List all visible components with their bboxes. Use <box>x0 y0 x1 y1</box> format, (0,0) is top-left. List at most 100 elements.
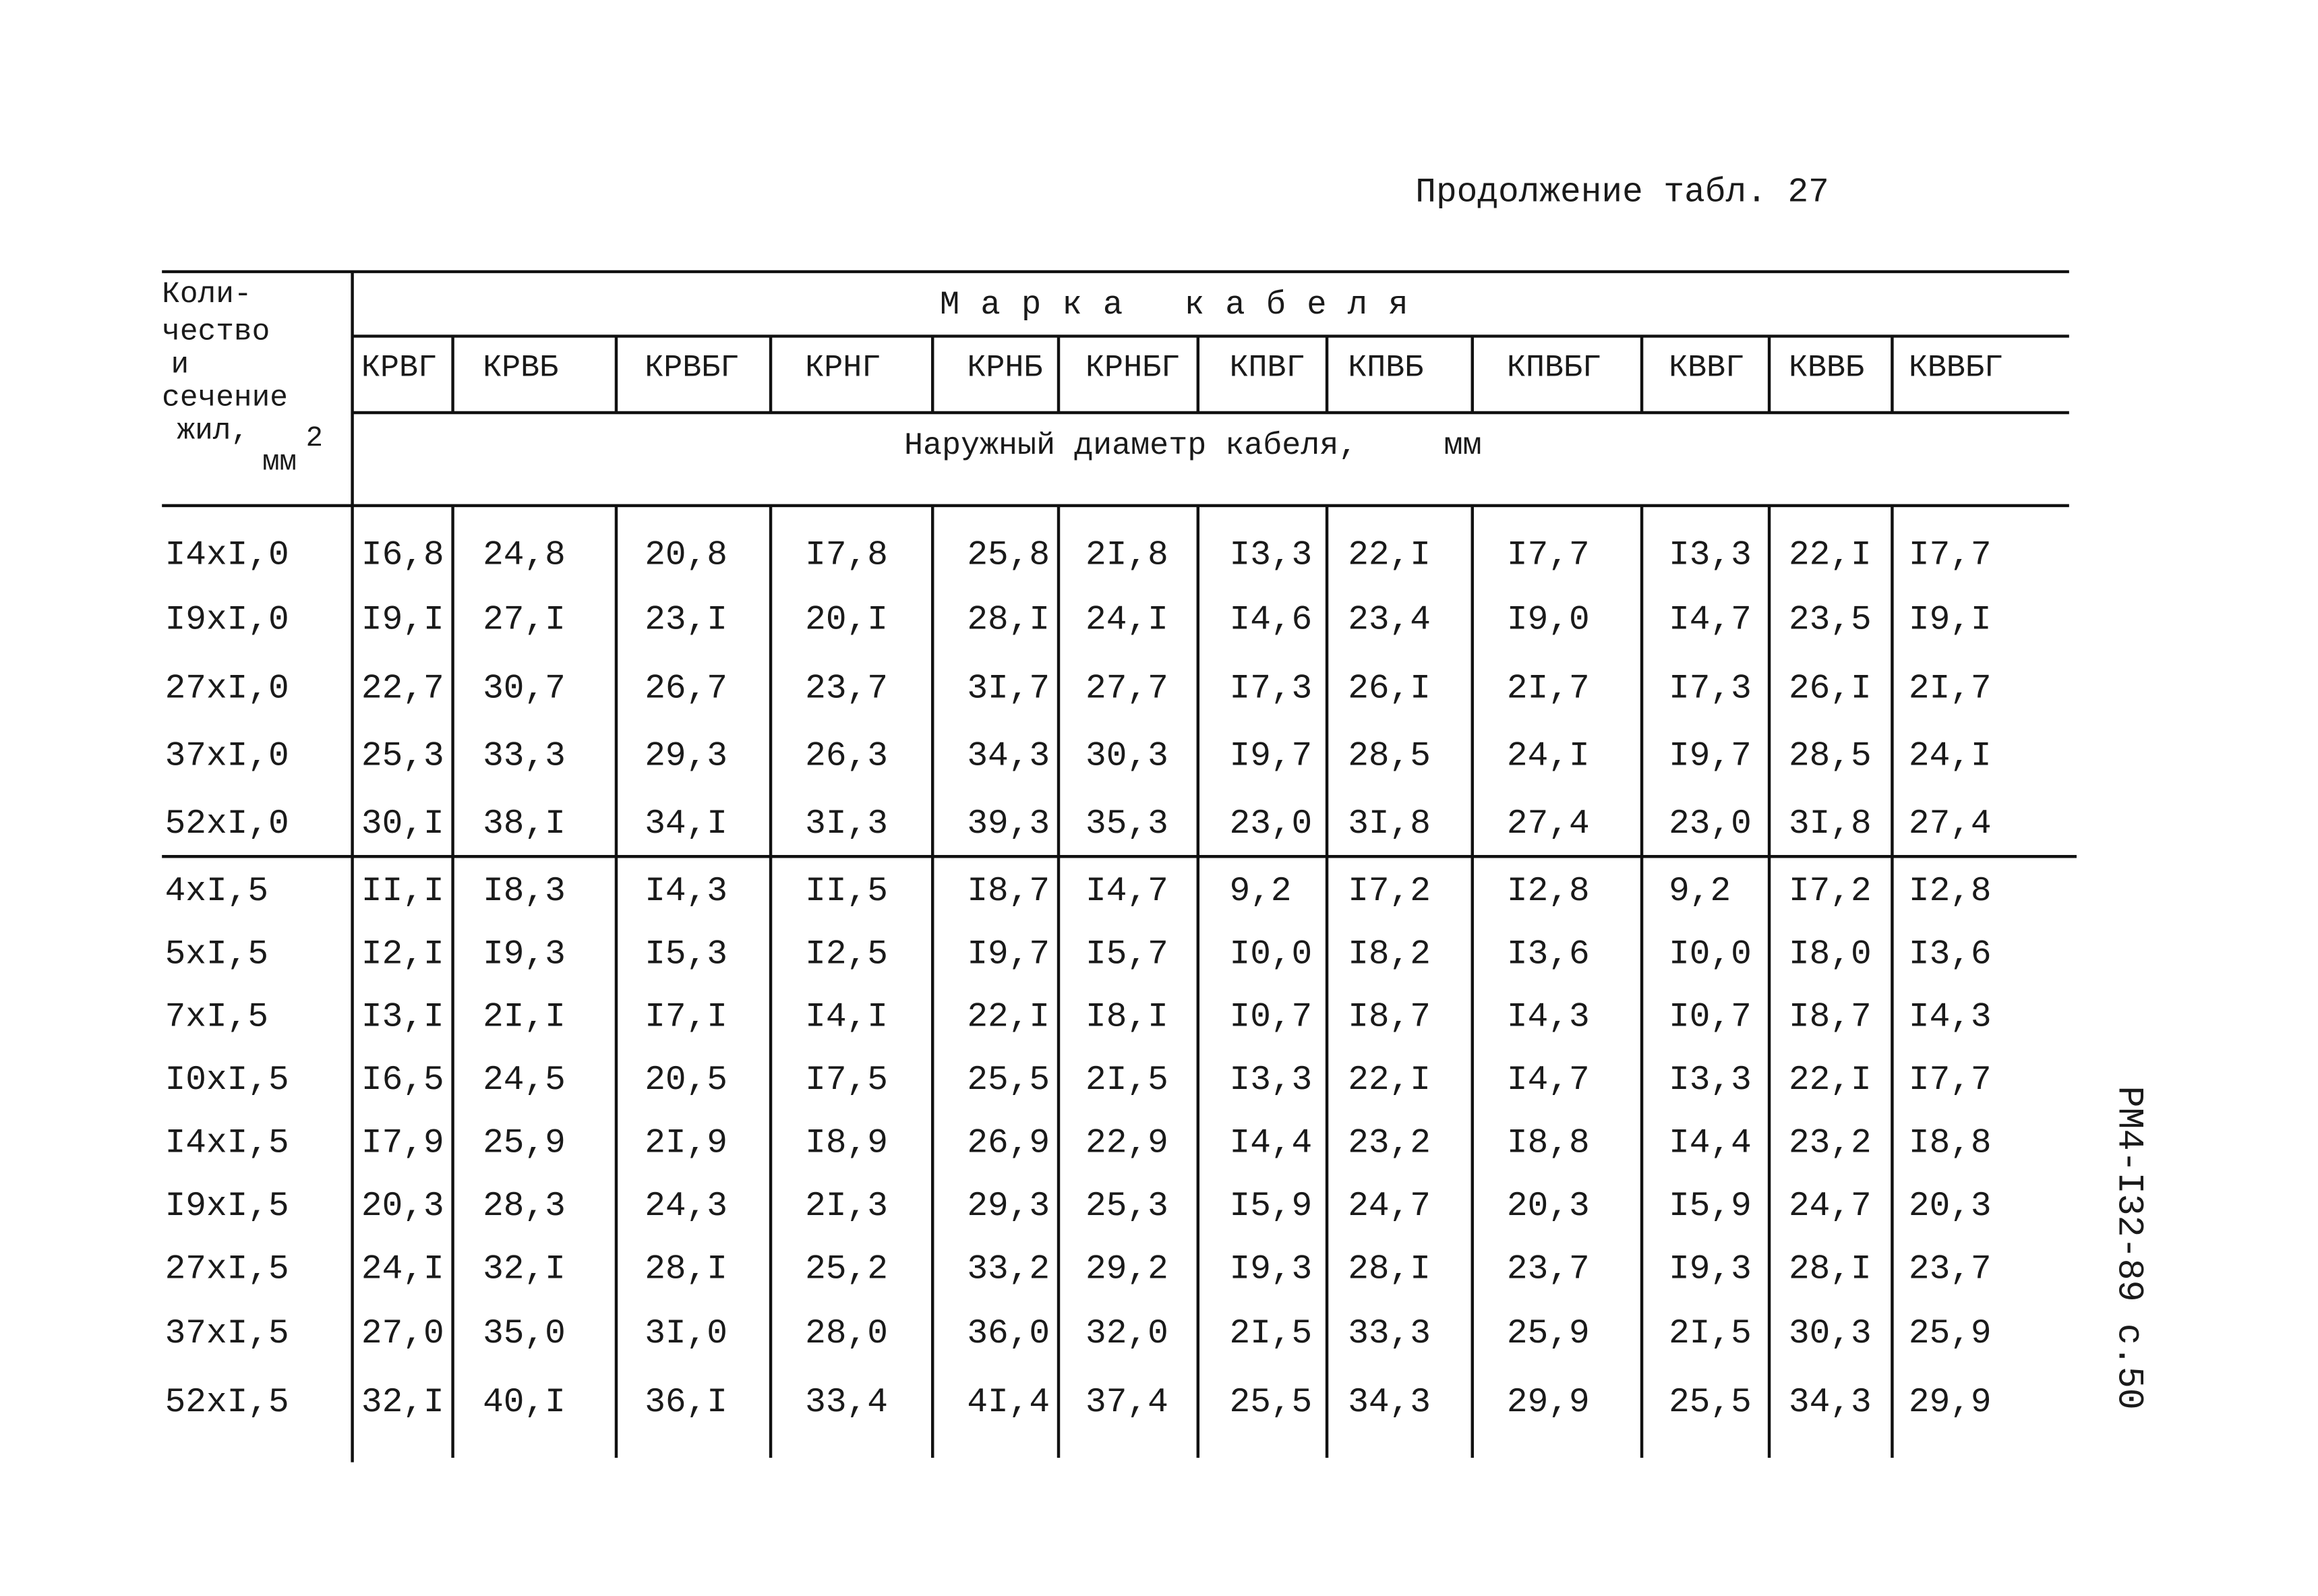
cell: 2I,3 <box>805 1187 888 1226</box>
cell: 2I,I <box>483 998 566 1037</box>
cell: I4,7 <box>1669 600 1752 639</box>
cell: I2,8 <box>1909 872 1992 911</box>
continuation: Продолжение табл. 27 <box>1415 173 1829 212</box>
cell: I7,7 <box>1507 536 1590 575</box>
cell: 3I,3 <box>805 804 888 844</box>
cell: I2,8 <box>1507 872 1590 911</box>
cell: 38,I <box>483 804 566 844</box>
cell: 26,I <box>1789 670 1872 709</box>
cell: 29,3 <box>967 1187 1050 1226</box>
cell: I8,I <box>1086 998 1168 1037</box>
cell: I3,3 <box>1669 536 1752 575</box>
cell: 40,I <box>483 1383 566 1422</box>
cell: 24,5 <box>483 1061 566 1100</box>
cell: 28,0 <box>805 1314 888 1353</box>
cell: I4,6 <box>1230 600 1313 639</box>
cell: 32,I <box>483 1249 566 1289</box>
cell: I7,2 <box>1789 872 1872 911</box>
cell: 23,0 <box>1669 804 1752 844</box>
cell: I0,7 <box>1230 998 1313 1037</box>
cell: 9,2 <box>1669 872 1731 911</box>
row-label: 27xI,0 <box>165 670 289 709</box>
cell: 25,2 <box>805 1249 888 1289</box>
cell: I8,3 <box>483 872 566 911</box>
column-header: КВВГ <box>1669 351 1744 386</box>
column-header: КРВБГ <box>645 351 739 386</box>
cell: I0,0 <box>1230 935 1313 974</box>
cell: 20,3 <box>1507 1187 1590 1226</box>
cell: I7,2 <box>1348 872 1431 911</box>
cell: I4,3 <box>1909 998 1992 1037</box>
cell: I0,0 <box>1669 935 1752 974</box>
cell: 24,I <box>1086 600 1168 639</box>
cell: 23,2 <box>1789 1123 1872 1162</box>
column-header: КПВБ <box>1348 351 1423 386</box>
cell: I2,I <box>361 935 444 974</box>
cell: 33,2 <box>967 1249 1050 1289</box>
cell: 26,3 <box>805 737 888 776</box>
cell: I5,9 <box>1669 1187 1752 1226</box>
row-label: I4xI,0 <box>165 536 289 575</box>
cell: 39,3 <box>967 804 1050 844</box>
row-label: 27xI,5 <box>165 1249 289 1289</box>
cell: 32,0 <box>1086 1314 1168 1353</box>
cell: 26,I <box>1348 670 1431 709</box>
cell: I9,7 <box>967 935 1050 974</box>
cell: 33,4 <box>805 1383 888 1422</box>
cell: 23,7 <box>1507 1249 1590 1289</box>
column-header: КПВГ <box>1230 351 1305 386</box>
cell: I3,6 <box>1507 935 1590 974</box>
cell: I8,8 <box>1909 1123 1992 1162</box>
cell: 2I,9 <box>645 1123 727 1162</box>
cell: 34,3 <box>1348 1383 1431 1422</box>
cell: I7,3 <box>1230 670 1313 709</box>
cell: 30,3 <box>1086 737 1168 776</box>
cell: 24,I <box>1909 737 1992 776</box>
cell: 30,3 <box>1789 1314 1872 1353</box>
cell: I9,0 <box>1507 600 1590 639</box>
cell: 26,7 <box>645 670 727 709</box>
cell: II,I <box>361 872 444 911</box>
cell: 3I,8 <box>1348 804 1431 844</box>
row-label: 7xI,5 <box>165 998 268 1037</box>
row-label: 52xI,0 <box>165 804 289 844</box>
cell: I4,4 <box>1230 1123 1313 1162</box>
side-note: РМ4-I32-89 с.50 <box>2108 1086 2149 1409</box>
row-label: 4xI,5 <box>165 872 268 911</box>
cell: 25,9 <box>483 1123 566 1162</box>
cell: I8,8 <box>1507 1123 1590 1162</box>
cell: 2I,7 <box>1507 670 1590 709</box>
cell: I3,3 <box>1230 536 1313 575</box>
cell: 3I,0 <box>645 1314 727 1353</box>
column-header: КРНГ <box>805 351 881 386</box>
column-header: КРНБГ <box>1086 351 1180 386</box>
cell: I5,3 <box>645 935 727 974</box>
cell: 25,8 <box>967 536 1050 575</box>
cell: I6,5 <box>361 1061 444 1100</box>
cell: 27,7 <box>1086 670 1168 709</box>
cell: 30,I <box>361 804 444 844</box>
stub-header: чество <box>162 316 270 349</box>
cell: I3,3 <box>1230 1061 1313 1100</box>
cell: I5,7 <box>1086 935 1168 974</box>
column-header: КРВБ <box>483 351 558 386</box>
cell: 3I,8 <box>1789 804 1872 844</box>
row-label: 37xI,5 <box>165 1314 289 1353</box>
cell: I3,3 <box>1669 1061 1752 1100</box>
cell: I8,9 <box>805 1123 888 1162</box>
cell: 35,3 <box>1086 804 1168 844</box>
cell: 24,I <box>1507 737 1590 776</box>
stub-header: сечение <box>162 381 288 415</box>
cell: 33,3 <box>1348 1314 1431 1353</box>
cell: I9,7 <box>1669 737 1752 776</box>
cell: 25,5 <box>1669 1383 1752 1422</box>
cell: 28,5 <box>1789 737 1872 776</box>
cell: I4,7 <box>1507 1061 1590 1100</box>
cell: I6,8 <box>361 536 444 575</box>
cell: 32,I <box>361 1383 444 1422</box>
stub-unit-power: 2 <box>306 422 323 454</box>
cell: I7,5 <box>805 1061 888 1100</box>
cell: 26,9 <box>967 1123 1050 1162</box>
cell: 27,4 <box>1909 804 1992 844</box>
